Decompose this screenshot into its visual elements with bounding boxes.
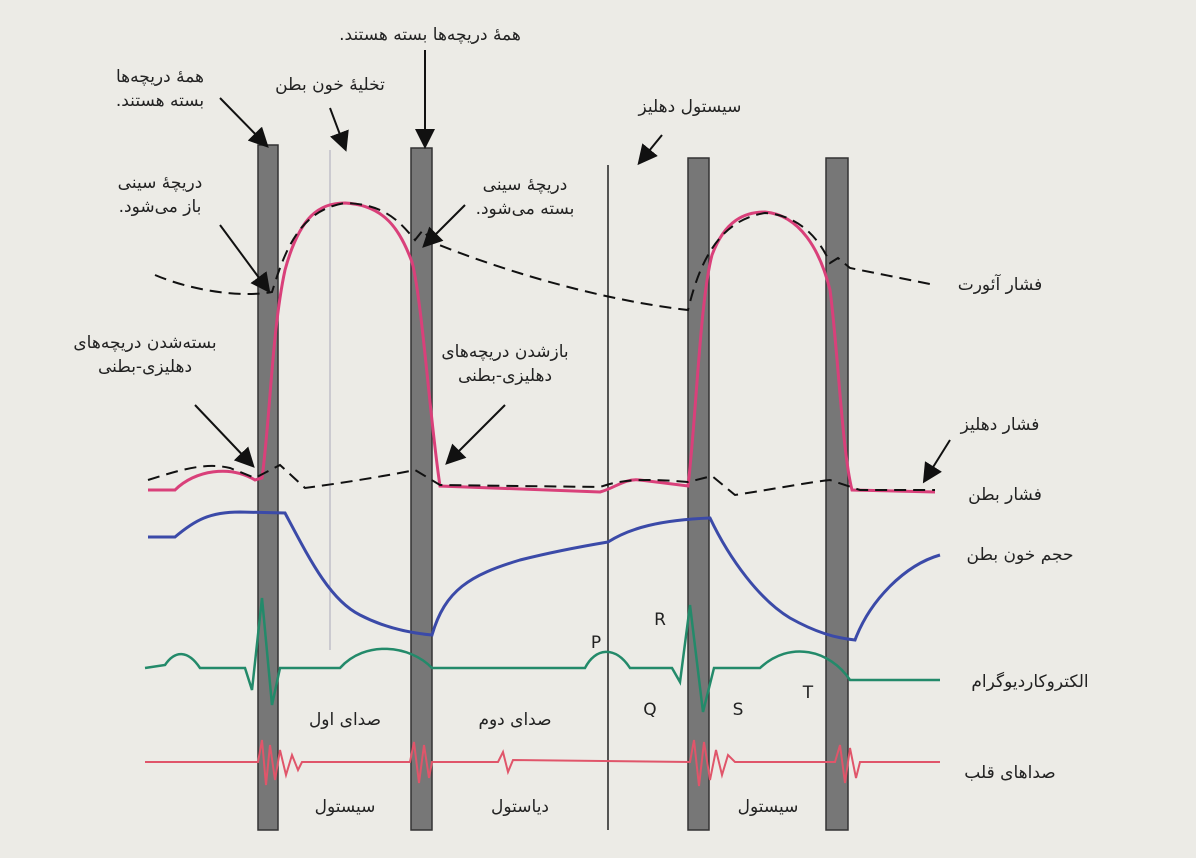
annotation: بازشدن دریچه‌های: [441, 342, 568, 362]
curves: [144, 201, 941, 787]
ventricular-volume: [148, 510, 941, 642]
bar: [410, 147, 433, 831]
ecg-wave-label: Q: [643, 700, 656, 720]
annotation: دریچهٔ سینی: [118, 173, 203, 193]
annotation: باز می‌شود.: [119, 197, 202, 217]
atrial-pressure: [147, 463, 935, 497]
annotation: سیستول دهلیز: [638, 97, 742, 117]
heart-sounds: [145, 739, 940, 787]
arrow: [445, 404, 506, 465]
sound-label: صدای اول: [309, 710, 381, 730]
annotation: دریچهٔ سینی: [483, 175, 568, 195]
arrow: [194, 404, 255, 468]
sound-label: صدای دوم: [478, 710, 551, 730]
arrow: [329, 107, 349, 152]
annotation: دهلیزی-بطنی: [98, 357, 192, 377]
arrow: [637, 134, 663, 166]
arrows: [194, 50, 951, 484]
bar: [687, 157, 710, 831]
curve-label: حجم خون بطن: [967, 545, 1074, 565]
phase-label: سیستول: [738, 797, 799, 817]
arrow: [219, 224, 271, 294]
ecg: [144, 597, 940, 713]
annotation: دهلیزی-بطنی: [458, 366, 552, 386]
curve-label: فشار دهلیز: [960, 415, 1040, 435]
phase-label: سیستول: [315, 797, 376, 817]
ecg-wave-label: T: [802, 683, 814, 703]
ecg-wave-label: P: [591, 633, 601, 653]
curve-label: فشار آئورت: [958, 273, 1043, 295]
arrow: [219, 97, 269, 148]
annotation: همهٔ دریچه‌ها بسته هستند.: [339, 25, 521, 45]
phase-label: دیاستول: [491, 797, 549, 817]
curve-label: صداهای قلب: [964, 763, 1055, 783]
annotation: تخلیهٔ خون بطن: [275, 75, 385, 95]
valve-bars: [257, 144, 849, 831]
annotation: بسته هستند.: [116, 91, 204, 111]
arrow: [922, 439, 951, 484]
labels: همهٔ دریچه‌ها بسته هستند. تخلیهٔ خون بطن ه…: [73, 25, 1088, 817]
arrow: [422, 204, 466, 248]
ecg-wave-label: S: [733, 700, 744, 720]
annotation: همهٔ دریچه‌ها: [116, 67, 204, 87]
ventricular-pressure: [148, 201, 936, 494]
bar: [257, 144, 279, 831]
annotation: بسته‌شدن دریچه‌های: [73, 333, 216, 353]
annotation: بسته می‌شود.: [476, 199, 575, 219]
curve-label: الکتروکاردیوگرام: [971, 671, 1088, 692]
curve-label: فشار بطن: [968, 485, 1042, 505]
aortic-pressure: [154, 201, 936, 312]
ecg-wave-label: R: [654, 610, 666, 630]
